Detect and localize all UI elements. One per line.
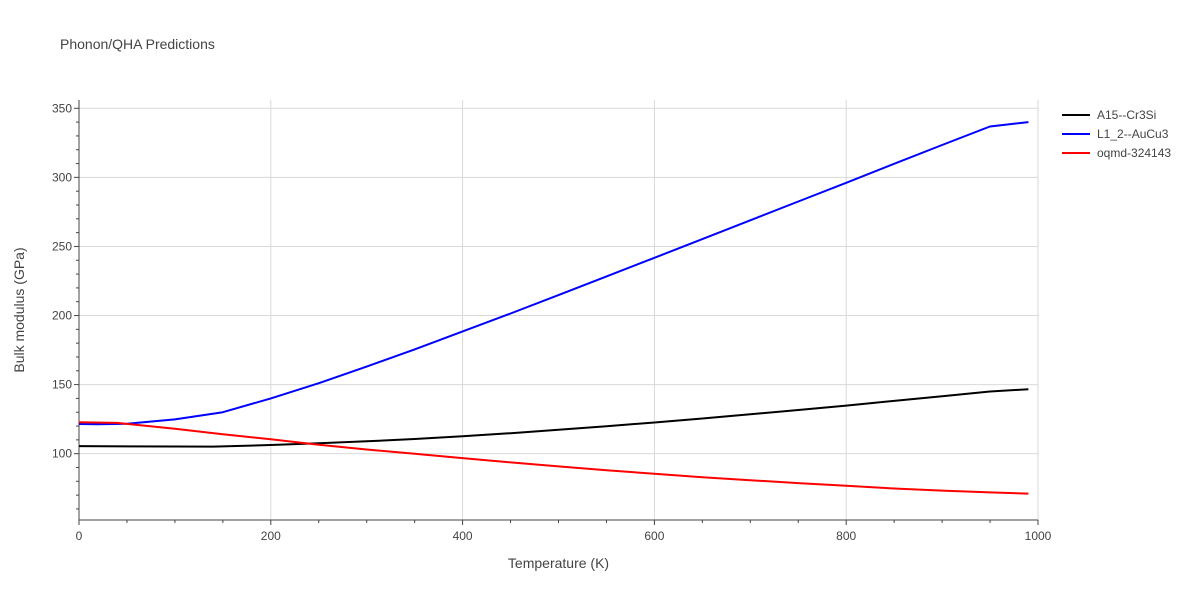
- legend-item[interactable]: L1_2--AuCu3: [1062, 124, 1171, 143]
- legend-swatch: [1062, 132, 1090, 135]
- y-axis-label: Bulk modulus (GPa): [11, 247, 27, 372]
- series-line: [78, 121, 1029, 426]
- x-axis-label: Temperature (K): [508, 555, 609, 571]
- tick-labels: 0 200 400 600 800 1000 100 150 200 250 300 350: [52, 101, 1052, 543]
- legend-label: oqmd-324143: [1097, 145, 1172, 160]
- y-tick-label: 200: [52, 309, 72, 323]
- y-tick-label: 300: [52, 170, 72, 184]
- series-line: [78, 388, 1029, 448]
- x-tick-label: 0: [76, 529, 83, 543]
- series-lines: [78, 121, 1029, 495]
- grid-lines: [79, 100, 1039, 520]
- legend-item[interactable]: A15--Cr3Si: [1062, 105, 1171, 124]
- axes: [74, 100, 1039, 525]
- legend-swatch: [1062, 113, 1090, 116]
- y-tick-label: 100: [52, 447, 72, 461]
- x-tick-label: 600: [644, 529, 664, 543]
- legend: A15--Cr3Si L1_2--AuCu3 oqmd-324143: [1062, 105, 1171, 162]
- legend-item[interactable]: oqmd-324143: [1062, 143, 1171, 162]
- y-tick-label: 350: [52, 101, 72, 115]
- series-line: [78, 421, 1029, 495]
- legend-label: A15--Cr3Si: [1097, 107, 1157, 122]
- y-tick-label: 250: [52, 239, 72, 253]
- x-tick-label: 400: [453, 529, 473, 543]
- x-tick-label: 200: [261, 529, 281, 543]
- x-tick-label: 800: [836, 529, 856, 543]
- x-tick-label: 1000: [1025, 529, 1052, 543]
- legend-label: L1_2--AuCu3: [1097, 126, 1169, 141]
- legend-swatch: [1062, 151, 1090, 154]
- y-tick-label: 150: [52, 378, 72, 392]
- chart-title: Phonon/QHA Predictions: [60, 36, 215, 52]
